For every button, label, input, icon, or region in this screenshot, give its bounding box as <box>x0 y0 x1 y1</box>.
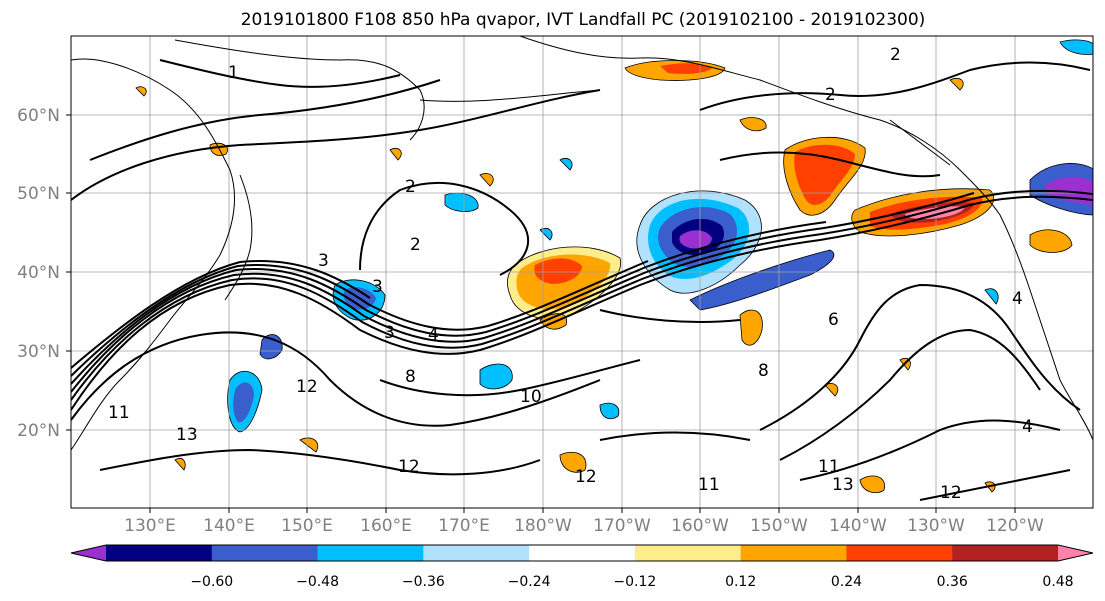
colorbar-segment <box>317 545 424 561</box>
moisture-plus-area <box>859 475 886 494</box>
colorbar-segment <box>846 545 953 561</box>
contour-label: 1 <box>228 63 239 83</box>
lon-label: 170°E <box>438 516 490 536</box>
colorbar: −0.60 −0.48 −0.36 −0.24 −0.12 0.12 0.24 0.36 0.4… <box>70 544 1094 590</box>
colorbar-segment <box>952 545 1059 561</box>
colorbar-tick-label: −0.12 <box>613 574 656 590</box>
colorbar-tick-label: 0.48 <box>1042 574 1073 590</box>
colorbar-segment <box>211 545 319 561</box>
colorbar-extend-max <box>1058 545 1093 561</box>
moisture-plus-area <box>739 117 767 132</box>
lon-label: 130°E <box>124 516 176 536</box>
moisture-plus-area <box>299 437 319 453</box>
contour-label: 3 <box>372 277 383 297</box>
moisture-plus-area <box>949 77 964 91</box>
contour-label: 3 <box>384 323 395 343</box>
moisture-plus-area <box>739 309 763 346</box>
moisture-plus-area <box>905 206 965 219</box>
contour-label: 12 <box>398 457 420 477</box>
contour-label: 2 <box>825 85 836 105</box>
contour-label: 11 <box>698 475 720 495</box>
moisture-plus-area <box>534 258 582 284</box>
contour-label: 6 <box>828 310 839 330</box>
contour-label: 4 <box>428 325 439 345</box>
colorbar-tick-label: −0.36 <box>402 574 445 590</box>
lon-label: 140°W <box>829 516 887 536</box>
moisture-plus-area <box>479 173 494 187</box>
colorbar-ticks: −0.60 −0.48 −0.36 −0.24 −0.12 0.12 0.24 0.36 0.4… <box>190 574 1073 590</box>
moisture-minus-area <box>233 382 254 423</box>
colorbar-tick-label: −0.60 <box>190 574 233 590</box>
lon-label: 150°E <box>281 516 333 536</box>
lon-label: 120°W <box>986 516 1044 536</box>
latitude-labels: 60°N 50°N 40°N 30°N 20°N <box>17 106 60 441</box>
lat-label: 30°N <box>17 342 60 362</box>
colorbar-segments <box>71 545 1093 561</box>
lon-label: 170°W <box>593 516 651 536</box>
colorbar-segment <box>529 545 636 561</box>
lon-label: 150°W <box>750 516 808 536</box>
colorbar-segment <box>423 545 530 561</box>
contour-label: 2 <box>405 177 416 197</box>
colorbar-segment <box>634 545 742 561</box>
contour-label: 12 <box>296 377 318 397</box>
moisture-minus-area <box>679 230 712 249</box>
colorbar-outline <box>70 544 1094 562</box>
contour-label: 11 <box>818 457 840 477</box>
colorbar-tick-label: 0.36 <box>937 574 968 590</box>
moisture-plus-area <box>559 451 587 473</box>
colorbar-segment <box>106 545 213 561</box>
moisture-minus-area <box>599 402 620 420</box>
moisture-plus-area <box>174 457 186 471</box>
contour-label: 11 <box>108 403 130 423</box>
lat-label: 60°N <box>17 106 60 126</box>
axis-ticks <box>66 114 1016 513</box>
contour-label: 3 <box>318 251 329 271</box>
lon-label: 160°E <box>360 516 412 536</box>
contour-label: 10 <box>520 387 542 407</box>
lon-label: 140°E <box>203 516 255 536</box>
lon-label: 180°W <box>514 516 572 536</box>
moisture-minus-area <box>1059 39 1093 55</box>
contour-label: 8 <box>405 367 416 387</box>
lat-label: 20°N <box>17 421 60 441</box>
colorbar-tick-label: −0.24 <box>508 574 551 590</box>
moisture-plus-area <box>135 86 147 97</box>
lat-label: 50°N <box>17 184 60 204</box>
contour-label: 2 <box>890 45 901 65</box>
contour-label: 13 <box>832 475 854 495</box>
coastlines <box>71 36 1093 451</box>
moisture-minus-area <box>984 288 999 305</box>
moisture-plus-area <box>389 147 402 161</box>
colorbar-tick-label: −0.48 <box>296 574 339 590</box>
moisture-minus-area <box>559 157 573 171</box>
colorbar-extend-min <box>71 545 106 561</box>
map-title: 2019101800 F108 850 hPa qvapor, IVT Land… <box>241 10 926 30</box>
longitude-labels: 130°E 140°E 150°E 160°E 170°E 180°W 170°… <box>124 516 1044 536</box>
contour-label: 2 <box>410 235 421 255</box>
moisture-minus-area <box>689 249 835 311</box>
contour-label: 4 <box>1012 289 1023 309</box>
contour-label: 8 <box>758 361 769 381</box>
contour-label-group: 1 2 2 2 2 3 3 3 4 4 4 6 8 8 10 11 11 11 … <box>108 45 1033 503</box>
lon-label: 130°W <box>907 516 965 536</box>
contour-label: 13 <box>176 425 198 445</box>
map-panel: 1 2 2 2 2 3 3 3 4 4 4 6 8 8 10 11 11 11 … <box>71 36 1093 508</box>
moisture-plus-area <box>660 63 712 74</box>
contour-label: 4 <box>1022 417 1033 437</box>
colorbar-tick-label: 0.24 <box>831 574 862 590</box>
lon-label: 160°W <box>671 516 729 536</box>
moisture-plus-area <box>1029 229 1073 253</box>
colorbar-segment <box>740 545 847 561</box>
lat-label: 40°N <box>17 263 60 283</box>
colorbar-tick-label: 0.12 <box>725 574 756 590</box>
contour-label: 12 <box>575 467 597 487</box>
ivt-contours <box>71 59 1093 501</box>
moisture-minus-area <box>479 363 513 390</box>
contour-label: 12 <box>940 483 962 503</box>
